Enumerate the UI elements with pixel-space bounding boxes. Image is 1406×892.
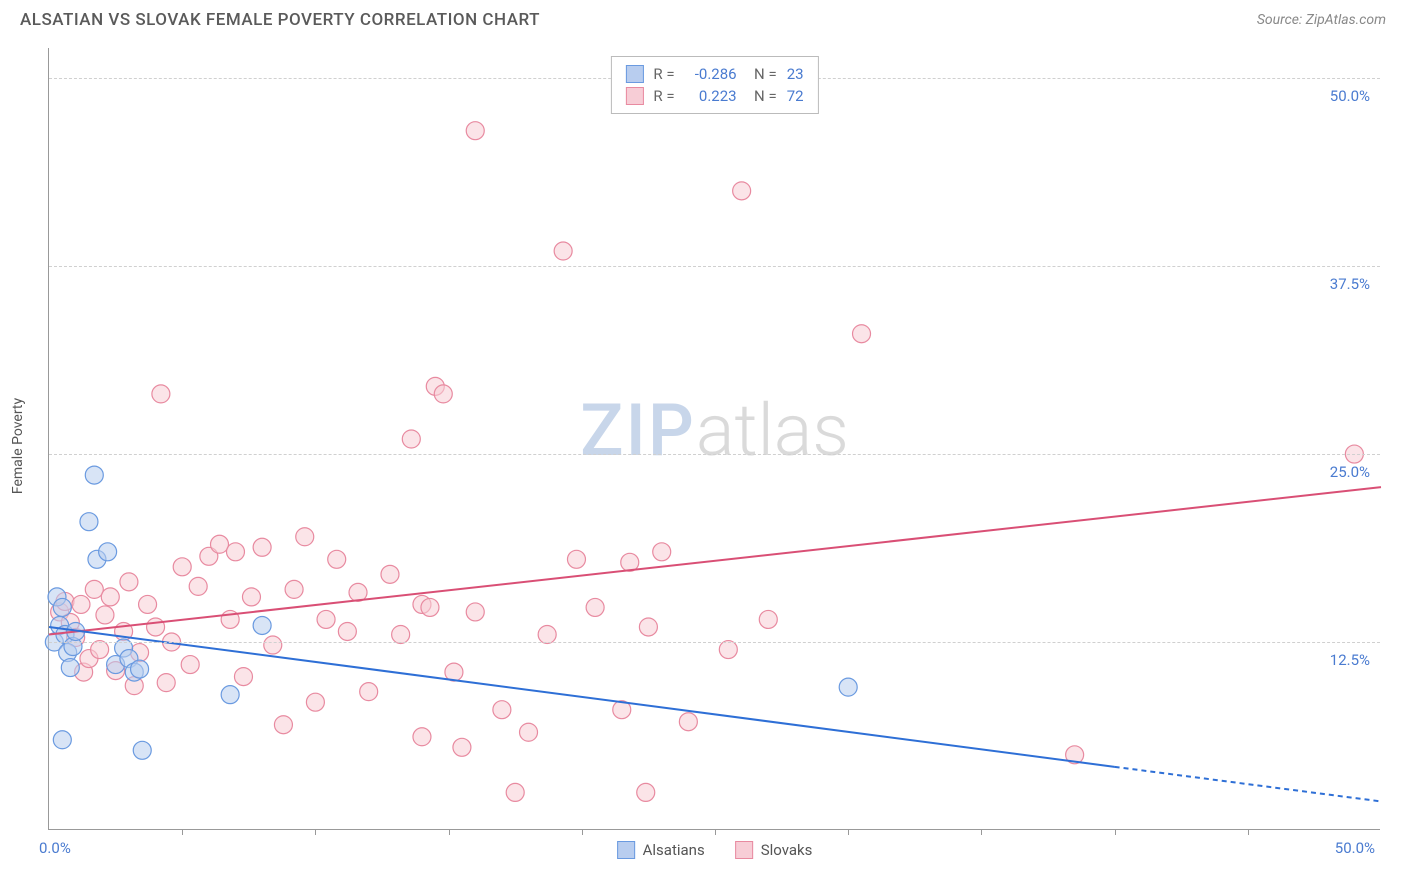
scatter-point	[85, 580, 103, 598]
scatter-point	[381, 565, 399, 583]
scatter-point	[639, 618, 657, 636]
scatter-point	[538, 626, 556, 644]
scatter-point	[296, 528, 314, 546]
scatter-point	[234, 668, 252, 686]
scatter-point	[520, 723, 538, 741]
scatter-point	[853, 325, 871, 343]
scatter-point	[253, 538, 271, 556]
stats-row-slovaks: R = 0.223 N = 72	[625, 85, 803, 107]
scatter-point	[453, 738, 471, 756]
scatter-point	[554, 242, 572, 260]
scatter-point	[99, 543, 117, 561]
gridline	[49, 266, 1380, 267]
scatter-point	[493, 701, 511, 719]
x-tick-mark	[1248, 829, 1249, 835]
scatter-point	[839, 678, 857, 696]
scatter-point	[242, 588, 260, 606]
chart-header: ALSATIAN VS SLOVAK FEMALE POVERTY CORREL…	[0, 0, 1406, 38]
y-axis-label: Female Poverty	[10, 398, 26, 494]
scatter-point	[306, 693, 324, 711]
correlation-stats-box: R = -0.286 N = 23 R = 0.223 N = 72	[610, 56, 818, 114]
legend-swatch-slovaks	[735, 841, 753, 859]
scatter-point	[53, 598, 71, 616]
scatter-point	[317, 610, 335, 628]
scatter-point	[637, 783, 655, 801]
scatter-point	[181, 656, 199, 674]
x-axis-min-label: 0.0%	[39, 839, 71, 857]
x-tick-mark	[1115, 829, 1116, 835]
y-tick-label: 25.0%	[1330, 463, 1370, 481]
scatter-point	[466, 122, 484, 140]
scatter-point	[72, 595, 90, 613]
scatter-point	[719, 641, 737, 659]
scatter-point	[434, 385, 452, 403]
scatter-point	[328, 550, 346, 568]
scatter-point	[101, 588, 119, 606]
legend-swatch-alsatians	[617, 841, 635, 859]
scatter-point	[157, 674, 175, 692]
source-attribution: Source: ZipAtlas.com	[1257, 12, 1386, 28]
x-tick-mark	[449, 829, 450, 835]
scatter-point	[733, 182, 751, 200]
x-tick-mark	[848, 829, 849, 835]
scatter-point	[402, 430, 420, 448]
stats-swatch-alsatians	[625, 65, 643, 83]
scatter-point	[152, 385, 170, 403]
scatter-point	[53, 731, 71, 749]
legend-bottom: Alsatians Slovaks	[617, 841, 813, 859]
x-tick-mark	[182, 829, 183, 835]
scatter-point	[413, 728, 431, 746]
scatter-point	[392, 626, 410, 644]
x-axis-max-label: 50.0%	[1335, 839, 1375, 857]
scatter-point	[226, 543, 244, 561]
scatter-point	[96, 606, 114, 624]
scatter-point	[133, 741, 151, 759]
scatter-point	[85, 466, 103, 484]
scatter-point	[567, 550, 585, 568]
y-tick-label: 12.5%	[1330, 651, 1370, 669]
trend-line	[49, 487, 1381, 634]
y-tick-label: 50.0%	[1330, 87, 1370, 105]
stats-row-alsatians: R = -0.286 N = 23	[625, 63, 803, 85]
legend-item-alsatians: Alsatians	[617, 841, 705, 859]
y-tick-label: 37.5%	[1330, 275, 1370, 293]
x-tick-mark	[315, 829, 316, 835]
scatter-point	[264, 636, 282, 654]
legend-item-slovaks: Slovaks	[735, 841, 813, 859]
scatter-point	[506, 783, 524, 801]
scatter-point	[285, 580, 303, 598]
scatter-point	[221, 686, 239, 704]
chart-title: ALSATIAN VS SLOVAK FEMALE POVERTY CORREL…	[20, 10, 540, 30]
scatter-point	[360, 683, 378, 701]
scatter-point	[131, 660, 149, 678]
scatter-point	[759, 610, 777, 628]
scatter-point	[210, 535, 228, 553]
scatter-point	[253, 616, 271, 634]
scatter-point	[61, 659, 79, 677]
scatter-point	[338, 622, 356, 640]
gridline	[49, 642, 1380, 643]
scatter-point	[139, 595, 157, 613]
x-tick-mark	[715, 829, 716, 835]
scatter-point	[80, 513, 98, 531]
scatter-point	[189, 577, 207, 595]
scatter-point	[173, 558, 191, 576]
x-tick-mark	[582, 829, 583, 835]
gridline	[49, 454, 1380, 455]
scatter-point	[147, 618, 165, 636]
x-tick-mark	[981, 829, 982, 835]
trend-line	[1115, 767, 1381, 802]
chart-plot-area: ZIPatlas R = -0.286 N = 23 R = 0.223 N =…	[48, 48, 1380, 830]
scatter-point	[653, 543, 671, 561]
scatter-point	[120, 573, 138, 591]
trend-line	[49, 627, 1115, 767]
scatter-point	[91, 641, 109, 659]
scatter-point	[274, 716, 292, 734]
scatter-svg	[49, 48, 1380, 829]
scatter-point	[421, 598, 439, 616]
scatter-point	[466, 603, 484, 621]
scatter-point	[586, 598, 604, 616]
scatter-point	[679, 713, 697, 731]
stats-swatch-slovaks	[625, 87, 643, 105]
